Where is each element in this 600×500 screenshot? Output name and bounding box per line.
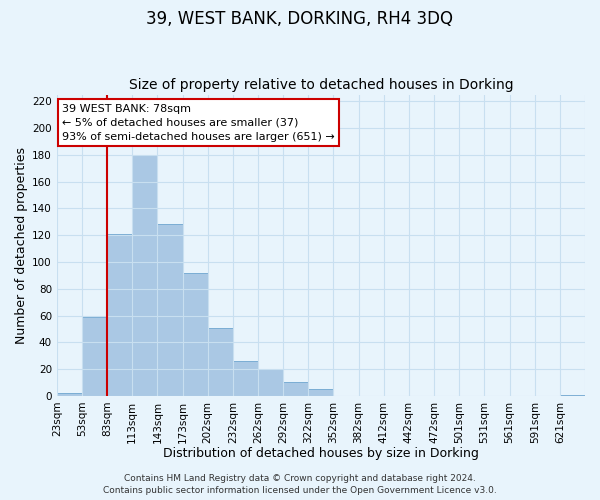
Title: Size of property relative to detached houses in Dorking: Size of property relative to detached ho… xyxy=(128,78,513,92)
Bar xyxy=(208,328,233,396)
Bar xyxy=(57,393,82,396)
Text: 39 WEST BANK: 78sqm
← 5% of detached houses are smaller (37)
93% of semi-detache: 39 WEST BANK: 78sqm ← 5% of detached hou… xyxy=(62,104,335,142)
Bar xyxy=(283,382,308,396)
X-axis label: Distribution of detached houses by size in Dorking: Distribution of detached houses by size … xyxy=(163,447,479,460)
Bar xyxy=(157,224,182,396)
Bar xyxy=(308,389,334,396)
Bar xyxy=(107,234,132,396)
Text: 39, WEST BANK, DORKING, RH4 3DQ: 39, WEST BANK, DORKING, RH4 3DQ xyxy=(146,10,454,28)
Y-axis label: Number of detached properties: Number of detached properties xyxy=(15,146,28,344)
Text: Contains HM Land Registry data © Crown copyright and database right 2024.
Contai: Contains HM Land Registry data © Crown c… xyxy=(103,474,497,495)
Bar xyxy=(560,394,585,396)
Bar xyxy=(82,317,107,396)
Bar xyxy=(182,272,208,396)
Bar xyxy=(132,155,157,396)
Bar xyxy=(258,369,283,396)
Bar xyxy=(233,361,258,396)
